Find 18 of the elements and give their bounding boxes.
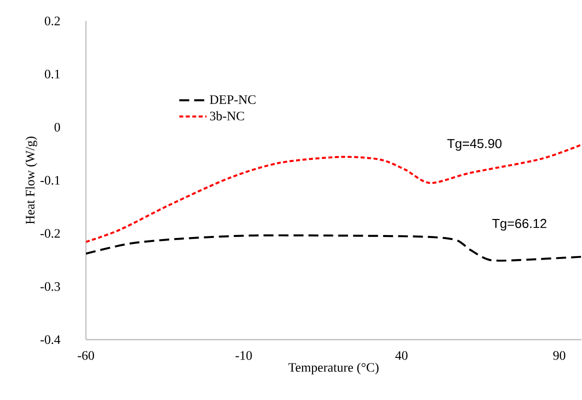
legend-label: 3b-NC	[210, 112, 244, 121]
x-tick-label: 40	[395, 351, 408, 360]
y-tick-label: -0.3	[40, 282, 60, 292]
line-series	[86, 234, 582, 262]
x-tick-label: -10	[236, 351, 252, 360]
y-tick-label: 0.2	[44, 16, 60, 26]
annotation: Tg=66.12	[492, 219, 546, 231]
y-tick-label: -0.1	[40, 176, 60, 185]
y-tick-label: 0.1	[44, 70, 60, 79]
y-axis-title: Heat Flow (W/g)	[25, 136, 38, 224]
y-tick-label: -0.2	[40, 229, 60, 238]
legend-label: DEP-NC	[210, 95, 256, 104]
x-axis-title: Temperature (°C)	[288, 362, 379, 375]
x-tick-label: 90	[553, 351, 566, 360]
y-tick-label: -0.4	[40, 335, 60, 344]
y-tick-label: 0	[54, 123, 60, 132]
annotation: Tg=45.90	[447, 139, 502, 151]
x-tick-label: -60	[78, 351, 94, 360]
